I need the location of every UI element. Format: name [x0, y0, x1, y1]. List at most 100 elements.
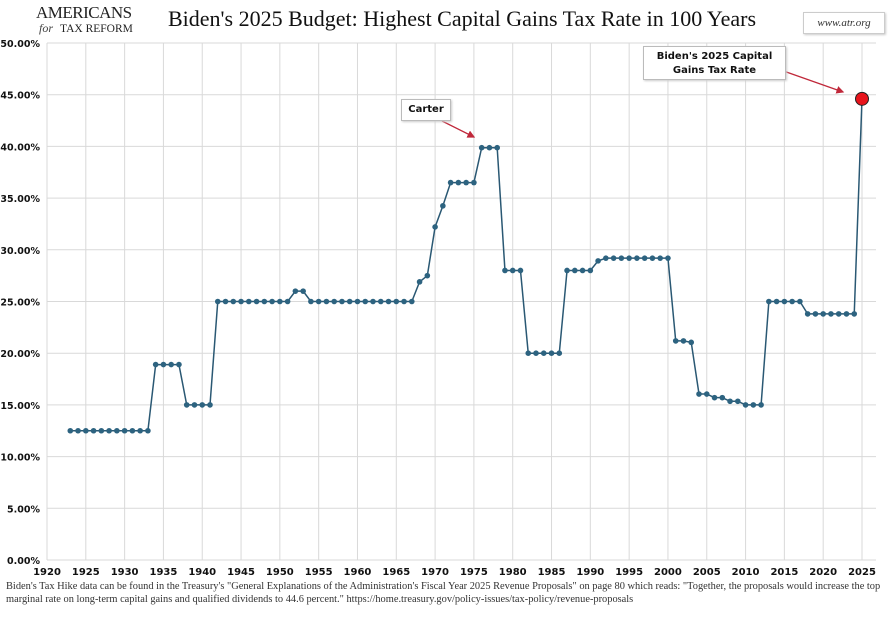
- x-tick-label: 1955: [305, 567, 333, 578]
- data-point: [199, 402, 206, 408]
- data-point: [346, 298, 353, 305]
- y-tick-label: 0.00%: [7, 556, 40, 567]
- x-tick-label: 1945: [227, 567, 255, 578]
- chart-title: Biden's 2025 Budget: Highest Capital Gai…: [168, 6, 757, 31]
- data-point: [525, 350, 532, 357]
- data-point: [463, 179, 469, 186]
- x-tick-label: 1965: [382, 567, 410, 578]
- data-point: [634, 255, 640, 261]
- y-tick-label: 50.00%: [0, 39, 40, 50]
- data-point: [502, 267, 508, 274]
- data-point: [750, 402, 757, 408]
- logo-line2: TAX REFORM: [60, 23, 133, 35]
- data-point: [564, 267, 570, 274]
- y-tick-label: 35.00%: [0, 194, 40, 205]
- x-tick-label: 1935: [150, 567, 178, 578]
- data-point: [432, 224, 438, 230]
- data-point: [300, 288, 306, 294]
- data-point: [711, 394, 718, 401]
- footnote: Biden's Tax Hike data can be found in th…: [6, 581, 881, 605]
- data-point: [680, 338, 687, 344]
- y-tick-label: 20.00%: [0, 349, 40, 360]
- data-point: [67, 427, 74, 434]
- data-point: [665, 255, 671, 261]
- data-point: [579, 267, 586, 274]
- data-point: [106, 427, 112, 434]
- data-point: [556, 350, 563, 357]
- data-point: [471, 179, 477, 186]
- atr-logo: AMERICANS for TAX REFORM: [36, 4, 161, 36]
- data-point: [773, 298, 780, 305]
- data-point: [804, 311, 811, 317]
- data-point: [548, 350, 555, 357]
- data-point: [393, 298, 400, 305]
- data-point: [766, 298, 772, 305]
- data-point: [98, 427, 105, 434]
- data-point: [246, 298, 252, 305]
- data-point: [735, 398, 741, 405]
- data-point: [362, 298, 369, 305]
- data-point: [145, 427, 151, 434]
- chart: 0.00% 5.00% 10.00% 15.00% 20.00% 25.00% 30.00%…: [0, 39, 876, 578]
- data-point: [478, 144, 485, 151]
- data-point: [292, 288, 299, 294]
- x-tick-label: 2010: [732, 567, 760, 578]
- data-point: [331, 298, 337, 305]
- x-tick-label: 2025: [848, 567, 876, 578]
- data-point: [409, 298, 415, 305]
- y-tick-label: 10.00%: [0, 453, 40, 464]
- site-link[interactable]: www.atr.org: [803, 12, 885, 34]
- data-point: [385, 298, 392, 305]
- data-point: [781, 298, 788, 305]
- data-point: [183, 402, 190, 408]
- data-point: [377, 298, 384, 305]
- x-tick-label: 1920: [33, 567, 61, 578]
- data-point: [672, 338, 679, 344]
- data-point: [238, 298, 244, 305]
- data-point: [121, 427, 128, 434]
- data-point: [742, 402, 749, 408]
- x-tick-label: 2015: [770, 567, 798, 578]
- data-point: [277, 298, 283, 305]
- data-point: [533, 350, 539, 357]
- biden-callout: Biden's 2025 Capital Gains Tax Rate: [643, 46, 786, 80]
- data-point: [587, 267, 594, 274]
- y-tick-label: 5.00%: [7, 504, 40, 515]
- x-tick-label: 1985: [538, 567, 566, 578]
- x-tick-label: 2020: [809, 567, 837, 578]
- carter-arrow: [441, 120, 476, 138]
- y-tick-label: 25.00%: [0, 298, 40, 309]
- x-tick-label: 2000: [654, 567, 682, 578]
- data-point: [812, 311, 819, 317]
- data-point: [160, 361, 167, 368]
- data-point: [129, 427, 136, 434]
- x-tick-label: 1975: [460, 567, 488, 578]
- data-point: [649, 255, 656, 261]
- carter-callout: Carter: [401, 99, 451, 121]
- highlight-point: [855, 91, 869, 106]
- data-point: [820, 311, 826, 317]
- data-point: [90, 427, 97, 434]
- data-point: [828, 311, 834, 317]
- data-point: [83, 427, 89, 434]
- x-tick-label: 1930: [111, 567, 139, 578]
- data-point: [261, 298, 268, 305]
- x-tick-label: 1950: [266, 567, 294, 578]
- x-tick-label: 1995: [615, 567, 643, 578]
- x-tick-label: 1940: [188, 567, 216, 578]
- data-point: [401, 298, 407, 305]
- y-tick-label: 45.00%: [0, 91, 40, 102]
- y-tick-label: 15.00%: [0, 401, 40, 412]
- biden-callout-line2: Gains Tax Rate: [672, 65, 757, 76]
- data-point: [207, 402, 213, 408]
- data-point: [494, 144, 500, 151]
- data-point: [603, 255, 609, 261]
- data-point: [719, 394, 726, 401]
- data-point: [308, 298, 314, 305]
- data-point: [315, 298, 322, 305]
- data-point: [253, 298, 260, 305]
- series-markers: [67, 91, 869, 434]
- data-point: [835, 311, 842, 317]
- biden-callout-line1: Biden's 2025 Capital: [656, 51, 773, 62]
- data-point: [789, 298, 795, 305]
